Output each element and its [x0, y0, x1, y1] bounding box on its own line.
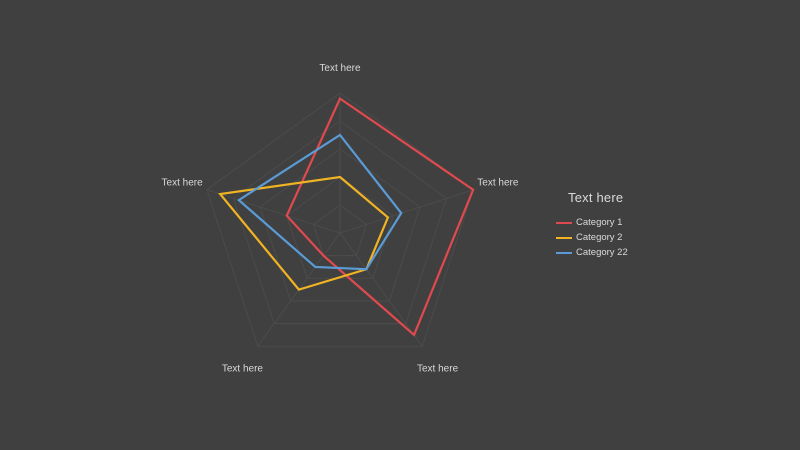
legend: Text here Category 1 Category 2 Category 2… [556, 190, 666, 260]
legend-label-2: Category 2 [576, 232, 623, 243]
legend-swatch-3 [556, 251, 572, 254]
series-line-1 [285, 96, 475, 337]
axis-label-3: Text here [417, 363, 459, 374]
axis-label-1: Text here [319, 63, 361, 74]
radar-chart: Text here Text here Text here Text here Text… [162, 63, 519, 374]
series-line-2 [218, 175, 390, 291]
legend-items: Category 1 Category 2 Category 22 [556, 215, 666, 260]
series-line-3 [236, 133, 403, 271]
legend-label-3: Category 22 [576, 247, 628, 258]
legend-swatch-1 [556, 221, 572, 224]
grid-spoke-3 [339, 232, 423, 347]
grid-ring-1 [312, 204, 368, 257]
radar-series [218, 96, 475, 337]
legend-title: Text here [568, 190, 624, 205]
radar-grid [206, 92, 474, 347]
axis-label-4: Text here [222, 363, 264, 374]
grid-spoke-2 [339, 189, 474, 234]
axis-labels: Text here Text here Text here Text here Text… [162, 63, 519, 374]
legend-item-3: Category 22 [556, 245, 666, 260]
grid-ring-3 [259, 148, 421, 302]
grid-spoke-5 [206, 189, 341, 234]
legend-item-1: Category 1 [556, 215, 666, 230]
legend-swatch-2 [556, 236, 572, 239]
legend-label-1: Category 1 [576, 217, 623, 228]
axis-label-2: Text here [477, 178, 519, 189]
legend-item-2: Category 2 [556, 230, 666, 245]
grid-ring-4 [232, 120, 448, 325]
axis-label-5: Text here [162, 178, 204, 189]
